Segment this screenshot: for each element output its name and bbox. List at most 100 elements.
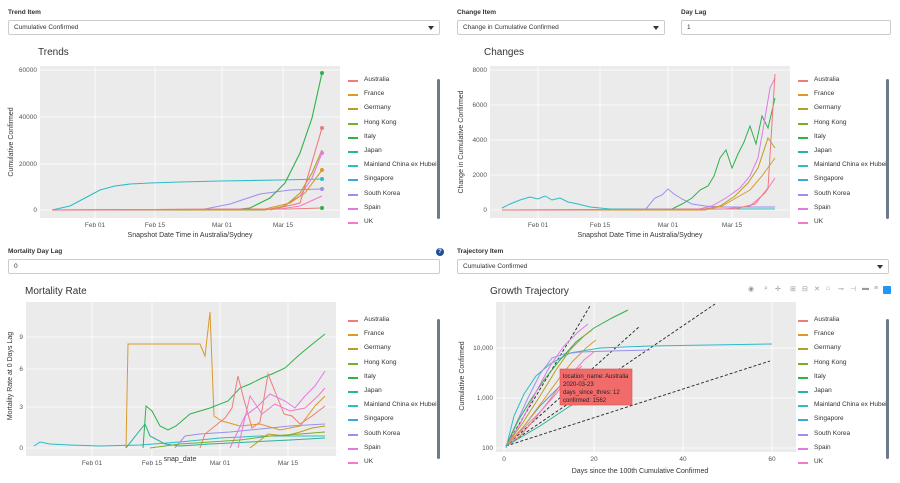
trends-xtick: Mar 01	[212, 222, 233, 229]
changes-ytick: 0	[483, 207, 487, 214]
changes-xlabel: Snapshot Date Time in Australia/Sydney	[578, 232, 703, 239]
legend-label: Singapore	[364, 415, 394, 423]
series-line-italy	[505, 309, 629, 447]
trends-chart[interactable]: 0 20000 40000 60000 Feb 01 Feb 15 Mar 01…	[0, 58, 440, 246]
legend-label: Hong Kong	[364, 118, 397, 126]
plotly-logo-icon[interactable]	[883, 286, 891, 294]
legend-swatch	[798, 419, 808, 422]
legend-swatch	[798, 362, 808, 365]
trajectory-chart[interactable]: 100 1,000 10,000 0 20 40 60 Days since t…	[450, 296, 890, 483]
autoscale-icon[interactable]: ✕	[814, 286, 820, 293]
doubling-line-10-days	[505, 360, 771, 447]
change-item-label: Change Item	[457, 9, 497, 16]
series-endpoint	[320, 126, 324, 130]
legend-label: Hong Kong	[814, 358, 847, 366]
legend-label: South Korea	[364, 189, 401, 197]
series-line-hongkong	[149, 431, 326, 449]
series-line-germany	[52, 149, 323, 211]
changes-title: Changes	[484, 47, 525, 58]
legend-swatch	[798, 193, 808, 196]
series-line-spain	[505, 323, 589, 447]
legend-scrollbar[interactable]	[886, 79, 889, 219]
legend-scrollbar[interactable]	[437, 79, 440, 219]
series-endpoint	[320, 151, 324, 155]
legend-swatch	[348, 405, 358, 408]
hover-closest-icon[interactable]: ⊣	[850, 286, 857, 293]
home-icon[interactable]: ⌂	[826, 285, 831, 292]
legend-label: Japan	[814, 387, 832, 394]
legend-label: Japan	[814, 147, 832, 154]
mortality-chart[interactable]: 0 3 6 9 Feb 01 Feb 15 Mar 01 Mar 15 snap…	[0, 296, 440, 483]
trajectory-item-select[interactable]: Cumulative Confirmed	[457, 259, 889, 274]
pan-icon[interactable]: ✛	[775, 286, 781, 293]
changes-xtick: Feb 01	[528, 222, 549, 229]
legend-label: Italy	[814, 372, 826, 380]
legend-swatch	[798, 80, 808, 82]
mortality-day-lag-input[interactable]: 0	[8, 259, 440, 274]
trajectory-xtick: 40	[679, 456, 687, 463]
series-endpoint	[320, 168, 324, 172]
camera-icon[interactable]: ◉	[748, 286, 755, 293]
mortality-ylabel: Mortality Rate at 0 Days Lag	[7, 332, 14, 420]
legend-label: UK	[814, 218, 824, 225]
legend-label: Germany	[364, 344, 391, 352]
series-line-uk	[237, 387, 326, 449]
legend-scrollbar[interactable]	[886, 319, 889, 459]
zoom-in-icon[interactable]: ⊞	[790, 286, 796, 293]
zoom-icon[interactable]: ⌕	[764, 285, 768, 292]
legend-label: UK	[814, 458, 824, 465]
legend-label: Germany	[364, 104, 391, 112]
legend-swatch	[348, 165, 358, 168]
legend-swatch	[348, 151, 358, 153]
spike-lines-icon[interactable]: ⊸	[838, 286, 844, 293]
series-line-korea	[174, 423, 326, 449]
legend-swatch	[348, 222, 358, 224]
trajectory-title: Growth Trajectory	[490, 286, 569, 297]
legend-label: UK	[364, 218, 374, 225]
mortality-title: Mortality Rate	[25, 286, 87, 297]
series-line-germany	[505, 329, 593, 447]
changes-chart[interactable]: 0 2000 4000 6000 8000 Feb 01 Feb 15 Mar …	[450, 58, 890, 246]
zoom-out-icon[interactable]: ⊟	[802, 286, 808, 293]
hover-tooltip: location_name: Australia 2020-03-23 days…	[559, 368, 633, 406]
legend-swatch	[348, 94, 358, 97]
legend-swatch	[348, 179, 358, 182]
mortality-xlabel: snap_date	[164, 456, 197, 463]
legend-label: Spain	[364, 443, 381, 451]
legend-label: Spain	[814, 203, 831, 211]
mortality-ytick: 9	[19, 334, 23, 341]
day-lag-input[interactable]: 1	[681, 20, 891, 35]
legend-swatch	[348, 108, 358, 111]
series-line-china	[505, 343, 773, 449]
hover-compare-icon[interactable]: ▬	[862, 285, 869, 292]
help-icon[interactable]: ?	[436, 248, 444, 256]
trend-item-select[interactable]: Cumulative Confirmed	[8, 20, 440, 35]
series-line-pink	[199, 372, 326, 449]
legend-label: UK	[364, 458, 374, 465]
changes-ytick: 6000	[473, 102, 488, 109]
mortality-ytick: 6	[19, 366, 23, 373]
mortality-xtick: Mar 15	[278, 460, 299, 467]
mortality-xtick: Feb 01	[82, 460, 103, 467]
change-item-select[interactable]: Change in Cumulative Confirmed	[457, 20, 665, 35]
legend-label: Mainland China ex Hubei	[814, 401, 887, 409]
trajectory-xtick: 60	[768, 456, 776, 463]
legend-label: Australia	[364, 76, 390, 83]
mortality-xtick: Mar 01	[210, 460, 231, 467]
series-line-australia	[501, 73, 776, 211]
trajectory-ytick: 10,000	[473, 345, 493, 352]
trends-xtick: Mar 15	[273, 222, 294, 229]
series-line-japan	[125, 423, 326, 449]
legend-label: Mainland China ex Hubei	[364, 401, 437, 409]
legend-label: Australia	[814, 316, 840, 323]
trajectory-item-label: Trajectory Item	[457, 248, 504, 255]
trajectory-ylabel: Cumulative Confirmed	[459, 341, 466, 410]
trajectory-item-value: Cumulative Confirmed	[463, 263, 528, 270]
legend-swatch	[348, 80, 358, 82]
toggle-icon[interactable]: ≡	[874, 285, 879, 292]
trajectory-xlabel: Days since the 100th Cumulative Confirme…	[572, 468, 709, 475]
trends-xlabel: Snapshot Date Time in Australia/Sydney	[128, 232, 253, 239]
trends-ytick: 40000	[19, 114, 37, 121]
legend-scrollbar[interactable]	[437, 319, 440, 459]
trends-ytick: 60000	[19, 67, 37, 74]
